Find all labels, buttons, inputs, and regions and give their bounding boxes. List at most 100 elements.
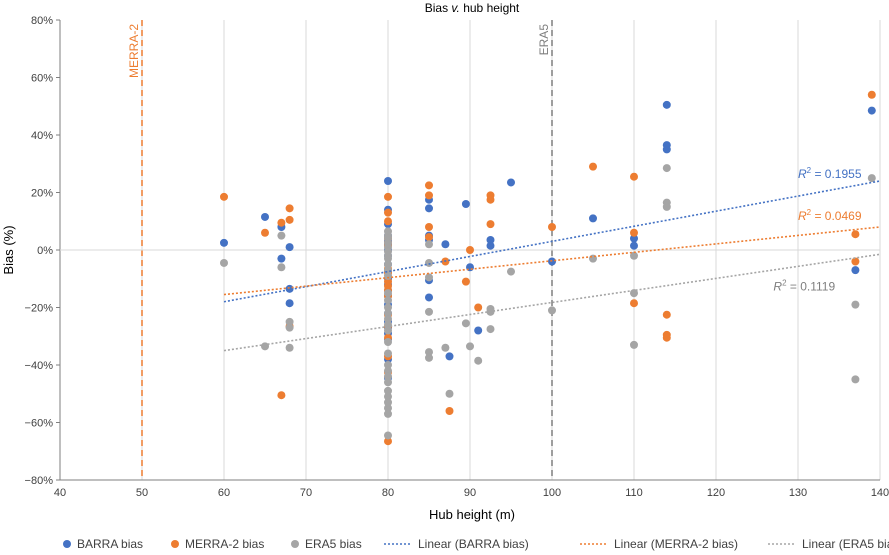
r-symbol: R: [773, 279, 782, 293]
era5-point: [220, 258, 228, 267]
legend-label-linear-merra: Linear (MERRA-2 bias): [614, 537, 738, 551]
era5-point: [384, 398, 392, 407]
merra-point: [548, 223, 556, 231]
era5-point: [384, 349, 392, 358]
era5-point: [445, 389, 454, 398]
barra-point: [220, 238, 228, 247]
merra-point: [384, 217, 392, 226]
merra-point: [630, 172, 638, 181]
barra-point: [261, 212, 269, 221]
merra-point: [220, 192, 228, 201]
barra-point: [461, 200, 470, 208]
era5-point: [425, 307, 433, 316]
era5-point: [851, 375, 860, 384]
x-axis-label: Hub height (m): [429, 507, 515, 522]
era5-point: [384, 289, 392, 298]
era5-point: [867, 174, 876, 183]
era5-point: [384, 366, 392, 375]
legend-label-barra: BARRA bias: [77, 537, 143, 551]
era5-point: [285, 343, 294, 352]
merra-point: [630, 299, 638, 308]
era5-point: [384, 404, 392, 413]
y-tick-label: 60%: [31, 73, 53, 85]
era5-point: [384, 320, 392, 329]
y-tick-label: −80%: [25, 475, 54, 487]
merra-point: [486, 220, 495, 229]
era5-point: [384, 386, 392, 395]
r-value: = 0.1119: [787, 279, 836, 293]
x-tick-label: 140: [871, 487, 889, 499]
era5-point: [384, 372, 392, 381]
barra-point: [277, 254, 286, 263]
r-squared-label-barra: R2 = 0.1955: [798, 166, 862, 181]
era5-point: [384, 378, 392, 387]
barra-point: [425, 293, 433, 302]
era5-point: [474, 356, 483, 365]
merra-point: [285, 215, 294, 224]
reference-label-merra-2: MERRA-2: [127, 24, 141, 78]
barra-point: [441, 240, 450, 249]
era5-point: [384, 303, 392, 312]
era5-point: [425, 240, 433, 249]
barra-point: [662, 145, 671, 154]
x-tick-label: 50: [136, 487, 148, 499]
merra-point: [384, 437, 392, 446]
era5-point: [384, 409, 392, 418]
barra-point: [630, 241, 638, 250]
y-axis-label: Bias (%): [1, 225, 16, 274]
barra-point: [662, 100, 671, 109]
y-tick-label: 0%: [37, 245, 53, 257]
era5-point: [384, 254, 392, 263]
era5-point: [630, 251, 638, 260]
merra-point: [261, 228, 269, 237]
barra-point: [589, 214, 597, 223]
era5-point: [384, 361, 392, 369]
r-squared-label-era5: R2 = 0.1119: [773, 278, 835, 293]
merra-point: [662, 333, 671, 342]
era5-point: [384, 338, 392, 346]
legend-marker-barra: [63, 540, 71, 548]
barra-point: [384, 177, 392, 185]
era5-point: [384, 296, 392, 305]
legend-label-linear-barra: Linear (BARRA bias): [418, 537, 529, 551]
r-superscript: 2: [782, 278, 787, 287]
era5-point: [384, 431, 392, 440]
legend: BARRA bias MERRA-2 bias ERA5 bias Linear (B…: [63, 537, 889, 551]
era5-point: [662, 202, 671, 211]
legend-label-era5: ERA5 bias: [305, 537, 362, 551]
era5-point: [461, 319, 470, 328]
merra-point: [867, 90, 876, 99]
era5-point: [384, 392, 392, 401]
merra-point: [277, 218, 286, 227]
legend-marker-merra: [171, 540, 179, 548]
legend-label-linear-era5: Linear (ERA5 bias): [802, 537, 889, 551]
trendline-barra: [223, 180, 881, 303]
chart-title: Bias v. hub height: [425, 1, 520, 15]
r-superscript: 2: [807, 208, 812, 217]
merra-point: [851, 230, 860, 239]
x-tick-label: 130: [789, 487, 807, 499]
reference-label-era5: ERA5: [537, 24, 551, 56]
x-tick-label: 40: [54, 487, 66, 499]
era5-point: [425, 353, 433, 362]
trendline-merra: [223, 226, 881, 296]
barra-point: [425, 204, 433, 213]
barra-point: [630, 234, 638, 243]
r-value: = 0.0469: [811, 209, 862, 223]
chart-title-part-2: hub height: [460, 1, 520, 15]
y-tick-label: 80%: [31, 15, 53, 27]
merra-point: [285, 204, 294, 213]
era5-point: [441, 343, 450, 352]
merra-point: [630, 228, 638, 237]
trendline-era5: [223, 253, 881, 352]
x-tick-label: 90: [464, 487, 476, 499]
chart-title-italic: v.: [451, 1, 459, 15]
r-symbol: R: [798, 209, 807, 223]
y-tick-label: −60%: [25, 418, 54, 430]
data-points: [220, 90, 876, 446]
era5-point: [384, 315, 392, 323]
y-tick-label: 40%: [31, 130, 53, 142]
era5-point: [425, 348, 433, 357]
